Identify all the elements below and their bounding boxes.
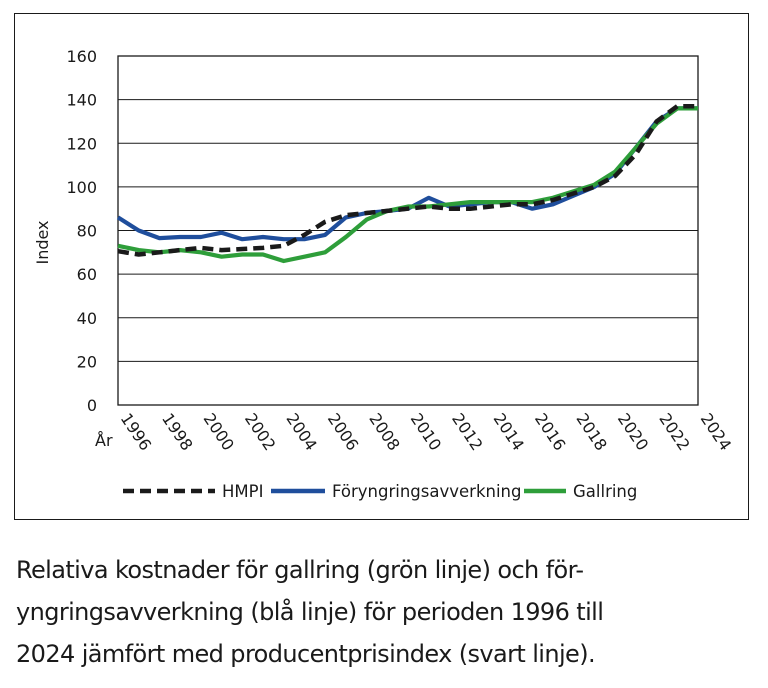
y-tick-label-120: 120	[66, 134, 97, 153]
caption-line-2: yngringsavverkning (blå linje) för perio…	[16, 598, 604, 626]
x-tick-label-2024: 2024	[697, 410, 736, 454]
x-tick-label-2020: 2020	[614, 410, 653, 454]
y-axis-title: Index	[33, 220, 52, 264]
caption-line-3: 2024 jämfört med producentprisindex (sva…	[16, 640, 596, 668]
y-tick-label-160: 160	[66, 47, 97, 66]
x-tick-label-2016: 2016	[531, 410, 570, 454]
legend-label-hmpi: HMPI	[222, 482, 263, 501]
x-tick-label-2010: 2010	[407, 410, 446, 454]
line-chart: 0 20 40 60 80 100 120 140 160 Index År 1996 1998 2000…	[33, 47, 736, 501]
x-tick-label-2022: 2022	[655, 410, 694, 454]
figure-caption: Relativa kostnader för gallring (grön li…	[16, 549, 756, 675]
x-tick-label-2004: 2004	[282, 410, 321, 454]
x-tick-label-2008: 2008	[365, 410, 404, 454]
x-tick-label-2006: 2006	[324, 410, 363, 454]
y-tick-label-80: 80	[77, 222, 97, 241]
y-tick-label-140: 140	[66, 91, 97, 110]
caption-line-1: Relativa kostnader för gallring (grön li…	[16, 556, 584, 584]
y-tick-label-20: 20	[77, 352, 97, 371]
y-tick-label-100: 100	[66, 178, 97, 197]
x-tick-label-2018: 2018	[572, 410, 611, 454]
plot-area-border	[117, 55, 699, 406]
y-tick-label-0: 0	[87, 396, 97, 415]
legend-label-föryngringsavverkning: Föryngringsavverkning	[332, 482, 521, 501]
x-tick-label-1996: 1996	[117, 410, 156, 454]
chart-frame: 0 20 40 60 80 100 120 140 160 Index År 1996 1998 2000…	[14, 13, 749, 520]
x-axis-title: År	[95, 431, 113, 450]
series-line-hmpi	[117, 103, 698, 257]
x-tick-label-2000: 2000	[200, 410, 239, 454]
x-tick-label-2012: 2012	[448, 410, 487, 454]
x-tick-label-1998: 1998	[158, 410, 197, 454]
x-tick-label-2014: 2014	[490, 410, 529, 454]
y-tick-label-60: 60	[77, 265, 97, 284]
y-tick-label-40: 40	[77, 309, 97, 328]
x-tick-label-2002: 2002	[241, 410, 280, 454]
legend-label-gallring: Gallring	[573, 482, 637, 501]
